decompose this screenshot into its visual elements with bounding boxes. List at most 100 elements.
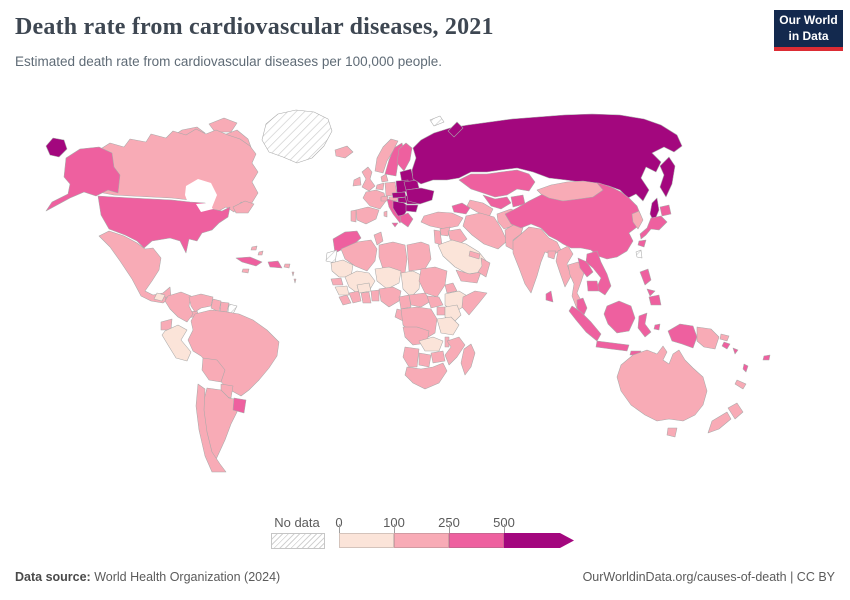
country-denmark[interactable]	[380, 173, 389, 183]
country-sudan[interactable]	[418, 266, 448, 298]
country-yemen[interactable]	[455, 269, 482, 284]
country-algeria[interactable]	[340, 239, 378, 272]
country-kazakhstan[interactable]	[458, 169, 536, 198]
country-togo-benin[interactable]	[370, 289, 380, 302]
country-russia-sakhalin[interactable]	[649, 197, 660, 223]
country-caucasus[interactable]	[451, 202, 471, 215]
country-iran[interactable]	[462, 212, 508, 250]
country-norway[interactable]	[374, 138, 399, 174]
country-vietnam[interactable]	[585, 250, 612, 296]
country-new-caledonia[interactable]	[734, 379, 747, 390]
country-sardinia[interactable]	[383, 210, 388, 218]
country-greece[interactable]	[399, 212, 414, 228]
country-czechia-slovakia[interactable]	[391, 191, 407, 199]
country-vanuatu[interactable]	[742, 363, 749, 373]
country-senegal[interactable]	[330, 277, 344, 286]
country-malaysia[interactable]	[576, 297, 588, 318]
country-somalia[interactable]	[461, 290, 488, 316]
country-colombia[interactable]	[164, 291, 194, 323]
country-malawi[interactable]	[444, 336, 450, 348]
country-mongolia[interactable]	[536, 180, 604, 202]
country-central-african-republic[interactable]	[408, 292, 432, 308]
country-spain[interactable]	[355, 206, 380, 225]
country-zambia[interactable]	[418, 336, 444, 352]
country-russia[interactable]	[411, 113, 683, 202]
country-turkey[interactable]	[420, 211, 464, 230]
legend-bin-500-plus[interactable]	[504, 533, 560, 548]
legend-no-data-swatch[interactable]	[271, 533, 325, 549]
country-tanzania[interactable]	[436, 316, 460, 336]
country-eritrea[interactable]	[444, 282, 458, 294]
country-russia-novaya-zemlya[interactable]	[447, 121, 464, 138]
country-philippines[interactable]	[639, 268, 662, 306]
country-oman[interactable]	[477, 257, 491, 278]
country-bangladesh[interactable]	[547, 250, 557, 260]
country-cameroon[interactable]	[398, 294, 412, 310]
country-iceland[interactable]	[334, 145, 354, 159]
country-new-zealand[interactable]	[707, 402, 744, 434]
country-indonesia-moluccas[interactable]	[653, 323, 661, 331]
legend-bin-0-100[interactable]	[339, 533, 394, 548]
country-papua-new-guinea[interactable]	[696, 326, 720, 350]
country-ghana[interactable]	[360, 291, 372, 304]
country-jamaica[interactable]	[241, 268, 250, 274]
country-south-sudan[interactable]	[426, 295, 444, 309]
country-cambodia[interactable]	[586, 280, 600, 292]
country-korea[interactable]	[631, 210, 644, 230]
country-australia-tasmania[interactable]	[666, 427, 678, 438]
country-mexico[interactable]	[98, 230, 172, 304]
country-benelux[interactable]	[375, 182, 385, 191]
country-usa-alaska[interactable]	[45, 146, 121, 212]
country-uruguay[interactable]	[232, 397, 247, 414]
country-western-sahara[interactable]	[325, 249, 338, 264]
country-borneo[interactable]	[603, 300, 636, 334]
country-guinea-region[interactable]	[334, 285, 350, 296]
country-taiwan[interactable]	[635, 249, 643, 259]
country-mozambique[interactable]	[444, 336, 466, 366]
country-gulf-states[interactable]	[468, 250, 481, 260]
country-venezuela[interactable]	[188, 293, 214, 313]
country-cuba[interactable]	[235, 256, 263, 267]
country-ireland[interactable]	[352, 176, 362, 187]
country-svalbard[interactable]	[429, 115, 445, 127]
country-zimbabwe[interactable]	[430, 350, 446, 364]
country-laos[interactable]	[577, 257, 594, 278]
country-cote-divoire[interactable]	[348, 290, 362, 304]
legend-bin-100-250[interactable]	[394, 533, 449, 548]
country-canada-maritimes[interactable]	[232, 200, 255, 214]
country-indonesia-java[interactable]	[595, 340, 630, 352]
country-south-africa[interactable]	[404, 362, 448, 390]
country-tunisia[interactable]	[373, 231, 384, 246]
country-solomon-islands[interactable]	[721, 341, 739, 355]
country-uzbekistan[interactable]	[482, 194, 512, 210]
country-namibia[interactable]	[402, 346, 420, 368]
country-peru[interactable]	[161, 324, 192, 362]
country-indonesia-papua[interactable]	[667, 323, 698, 349]
country-russia-kamchatka[interactable]	[659, 156, 676, 198]
country-greenland[interactable]	[261, 109, 333, 164]
country-nigeria[interactable]	[378, 286, 402, 308]
country-canada-arctic-islands-north[interactable]	[208, 117, 238, 133]
country-switzerland[interactable]	[380, 195, 389, 202]
country-indonesia-sulawesi[interactable]	[637, 312, 652, 338]
country-ukraine[interactable]	[405, 187, 435, 205]
country-portugal[interactable]	[350, 209, 357, 223]
country-sierra-leone-liberia[interactable]	[338, 294, 352, 306]
country-chile[interactable]	[195, 383, 227, 473]
country-egypt[interactable]	[406, 241, 432, 272]
country-guatemala[interactable]	[153, 292, 166, 302]
country-lesser-antilles[interactable]	[291, 271, 297, 284]
country-bolivia[interactable]	[201, 357, 226, 383]
legend-bin-250-500[interactable]	[449, 533, 504, 548]
country-russia-chukotka[interactable]	[45, 137, 68, 158]
country-hispaniola[interactable]	[267, 260, 283, 269]
country-bulgaria[interactable]	[405, 204, 419, 213]
country-chad[interactable]	[400, 270, 422, 298]
country-united-kingdom[interactable]	[361, 166, 376, 192]
country-syria[interactable]	[439, 226, 451, 237]
country-japan[interactable]	[637, 204, 672, 248]
country-usa[interactable]	[97, 195, 231, 254]
country-puerto-rico[interactable]	[283, 263, 291, 269]
country-france[interactable]	[362, 189, 387, 210]
owid-logo[interactable]: Our World in Data	[774, 10, 843, 51]
